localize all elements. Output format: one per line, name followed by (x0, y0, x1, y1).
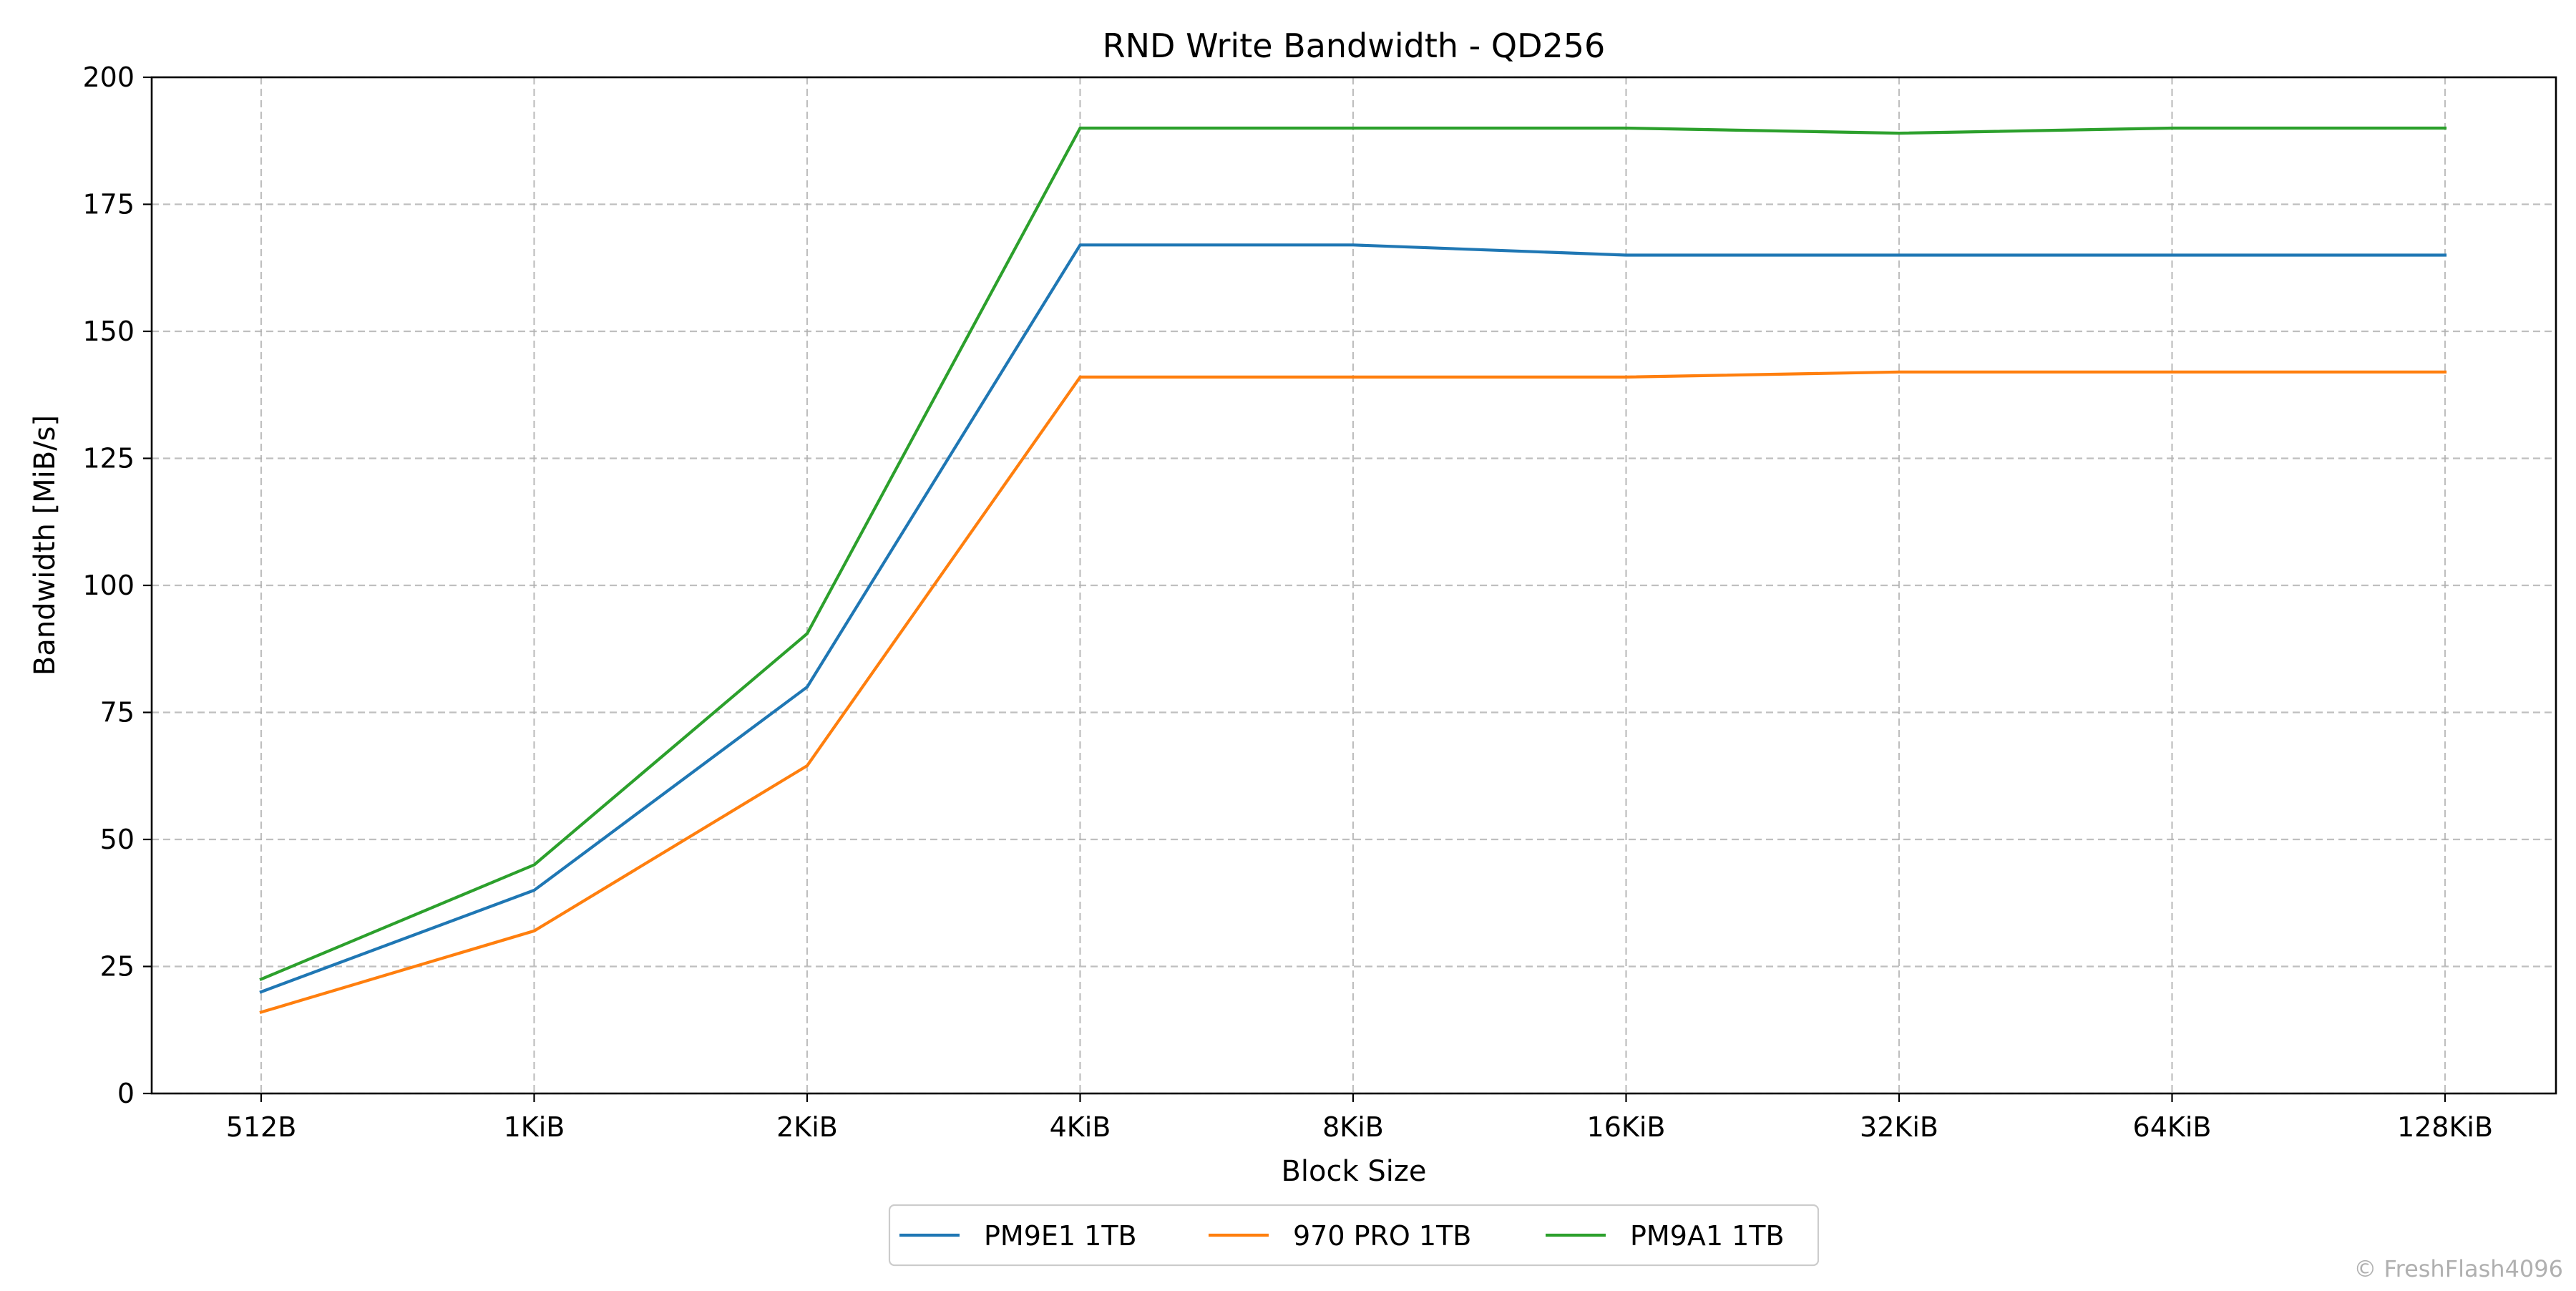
chart-title: RND Write Bandwidth - QD256 (1103, 26, 1606, 65)
y-tick-label: 175 (82, 189, 135, 220)
legend-label: PM9A1 1TB (1630, 1220, 1785, 1252)
x-tick-label: 2KiB (776, 1111, 838, 1143)
x-tick-label: 4KiB (1050, 1111, 1111, 1143)
series-lines (259, 126, 2447, 1015)
legend: PM9E1 1TB 970 PRO 1TB PM9A1 1TB (888, 1204, 1820, 1267)
y-tick-label: 150 (82, 316, 135, 347)
y-tick-label: 100 (82, 570, 135, 601)
y-axis-label: Bandwidth [MiB/s] (29, 415, 62, 676)
series-line-3 (259, 126, 2447, 982)
x-tick-label: 64KiB (2133, 1111, 2212, 1143)
axis-ticks: 512B 1KiB 2KiB 4KiB 8KiB 16KiB 32KiB 64KiB 128Ki… (82, 62, 2493, 1143)
y-tick-label: 25 (100, 951, 135, 983)
legend-label: PM9E1 1TB (984, 1220, 1137, 1252)
x-tick-label: 128KiB (2397, 1111, 2493, 1143)
y-tick-label: 125 (82, 443, 135, 474)
y-tick-label: 0 (117, 1078, 135, 1109)
x-tick-label: 8KiB (1322, 1111, 1384, 1143)
legend-label: 970 PRO 1TB (1293, 1220, 1471, 1252)
y-tick-label: 50 (100, 824, 135, 855)
y-tick-label: 75 (100, 697, 135, 729)
x-tick-label: 32KiB (1860, 1111, 1938, 1143)
legend-box (888, 1204, 1820, 1267)
x-tick-label: 1KiB (504, 1111, 565, 1143)
series-line-1 (259, 243, 2447, 994)
y-tick-label: 200 (82, 62, 135, 93)
x-axis-label: Block Size (1281, 1155, 1426, 1188)
series-line-2 (259, 370, 2447, 1015)
watermark: © FreshFlash4096 (2353, 1255, 2563, 1282)
x-tick-label: 512B (226, 1111, 297, 1143)
x-tick-label: 16KiB (1587, 1111, 1666, 1143)
